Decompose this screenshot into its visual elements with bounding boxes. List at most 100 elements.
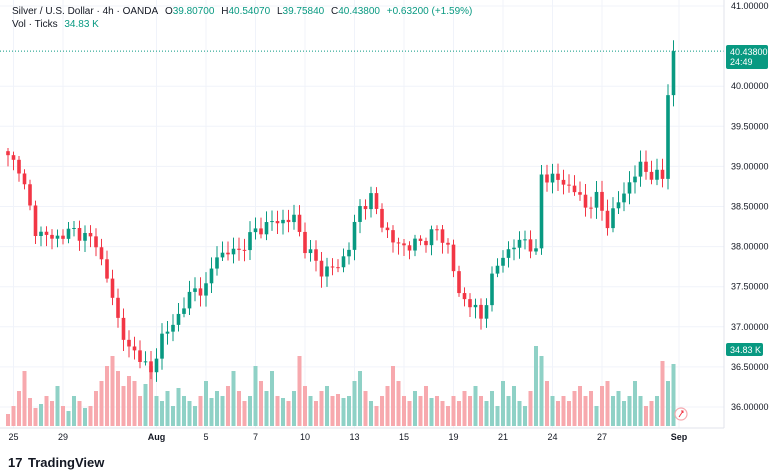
last-price-value: 40.43800 bbox=[730, 47, 768, 57]
candle-body bbox=[105, 259, 109, 279]
candle-body bbox=[11, 155, 16, 160]
volume-bar bbox=[578, 386, 582, 426]
volume-bar bbox=[231, 371, 236, 426]
volume-bar bbox=[281, 398, 285, 426]
volume-bar bbox=[358, 371, 362, 426]
tradingview-logo[interactable]: 17 TradingView bbox=[8, 455, 104, 470]
volume-bar bbox=[176, 388, 181, 426]
candle-body bbox=[358, 206, 362, 222]
candle-body bbox=[380, 208, 384, 228]
candle-body bbox=[490, 273, 494, 306]
candle-body bbox=[605, 210, 610, 229]
candle-body bbox=[495, 265, 500, 274]
candle-body bbox=[583, 194, 588, 208]
candle-body bbox=[589, 207, 593, 209]
candle-body bbox=[94, 236, 98, 248]
bar-countdown: 24:49 bbox=[730, 57, 753, 67]
candle-body bbox=[143, 361, 148, 363]
candle-body bbox=[154, 358, 159, 373]
candle-body bbox=[308, 249, 313, 254]
volume-bar bbox=[451, 396, 456, 426]
y-tick-label: 38.00000 bbox=[731, 242, 769, 252]
open-value: 39.80700 bbox=[172, 6, 215, 17]
candle-body bbox=[187, 291, 192, 309]
candle-body bbox=[215, 257, 219, 269]
x-tick-label: 10 bbox=[300, 432, 310, 442]
volume-bar bbox=[160, 401, 164, 426]
change-value: +0.63200 (+1.59%) bbox=[386, 6, 473, 17]
candle-body bbox=[528, 239, 533, 252]
volume-bar bbox=[457, 401, 461, 426]
volume-bar bbox=[182, 396, 186, 426]
volume-bar bbox=[605, 381, 610, 426]
x-tick-label: 27 bbox=[597, 432, 607, 442]
candle-body bbox=[264, 222, 269, 235]
price-axis[interactable]: 41.00000 40.00000 39.50000 39.00000 38.50000… bbox=[731, 1, 769, 412]
replay-icon[interactable] bbox=[674, 407, 688, 421]
candle-body bbox=[600, 191, 604, 211]
volume-bar bbox=[55, 386, 60, 426]
volume-legend[interactable]: Vol · Ticks 34.83 K bbox=[12, 19, 99, 30]
candle-body bbox=[413, 238, 417, 251]
candle-body bbox=[242, 249, 247, 251]
volume-bar bbox=[110, 356, 115, 426]
candlesticks bbox=[6, 40, 676, 382]
candle-body bbox=[457, 271, 461, 294]
volume-bar bbox=[242, 401, 247, 426]
volume-tag: 34.83 K bbox=[726, 343, 763, 356]
volume-bar bbox=[77, 401, 82, 426]
volume-bar bbox=[550, 396, 555, 426]
volume-bar bbox=[347, 396, 351, 426]
candle-body bbox=[28, 184, 32, 206]
volume-bar bbox=[396, 381, 401, 426]
volume-bar bbox=[402, 396, 406, 426]
volume-bar bbox=[237, 391, 241, 426]
volume-bar bbox=[330, 396, 335, 426]
candle-body bbox=[336, 267, 340, 269]
candle-body bbox=[253, 228, 258, 233]
volume-bar bbox=[385, 386, 390, 426]
volume-bar bbox=[594, 406, 599, 426]
volume-bar bbox=[165, 391, 170, 426]
volume-bar bbox=[253, 366, 258, 426]
volume-bar bbox=[198, 396, 203, 426]
volume-label: Vol · Ticks bbox=[12, 19, 58, 30]
volume-bar bbox=[556, 401, 560, 426]
volume-bar bbox=[506, 396, 511, 426]
volume-bar bbox=[369, 401, 373, 426]
volume-bar bbox=[226, 386, 230, 426]
candle-body bbox=[66, 228, 71, 239]
candle-body bbox=[165, 331, 170, 334]
volume-bar bbox=[248, 396, 252, 426]
volume-bar bbox=[72, 396, 76, 426]
volume-bar bbox=[490, 391, 494, 426]
symbol-legend[interactable]: Silver / U.S. Dollar · 4h · OANDA O39.80… bbox=[12, 6, 472, 17]
candle-body bbox=[473, 304, 478, 308]
candle-body bbox=[50, 234, 54, 239]
candle-body bbox=[55, 235, 60, 239]
candle-body bbox=[666, 95, 670, 179]
volume-tag-value: 34.83 K bbox=[730, 345, 761, 355]
volume-bar bbox=[204, 381, 208, 426]
volume-bar bbox=[121, 386, 126, 426]
candle-body bbox=[622, 193, 626, 203]
x-tick-label: Sep bbox=[671, 432, 688, 442]
candle-body bbox=[314, 249, 318, 261]
chart-grid bbox=[0, 0, 724, 428]
candle-body bbox=[231, 248, 236, 255]
candle-body bbox=[347, 249, 351, 257]
candle-body bbox=[198, 288, 203, 296]
volume-bar bbox=[429, 398, 434, 426]
volume-bar bbox=[17, 391, 21, 426]
volume-bar bbox=[66, 411, 71, 426]
candle-body bbox=[61, 235, 65, 239]
high-label: H bbox=[221, 6, 229, 17]
candle-body bbox=[616, 202, 621, 209]
volume-bar bbox=[512, 386, 516, 426]
volume-bar bbox=[50, 401, 54, 426]
candle-body bbox=[484, 305, 489, 319]
time-axis[interactable]: 25 29 Aug 5 7 10 13 15 19 21 24 27 Sep bbox=[8, 432, 687, 442]
candle-body bbox=[341, 256, 346, 268]
candle-body bbox=[220, 252, 225, 258]
